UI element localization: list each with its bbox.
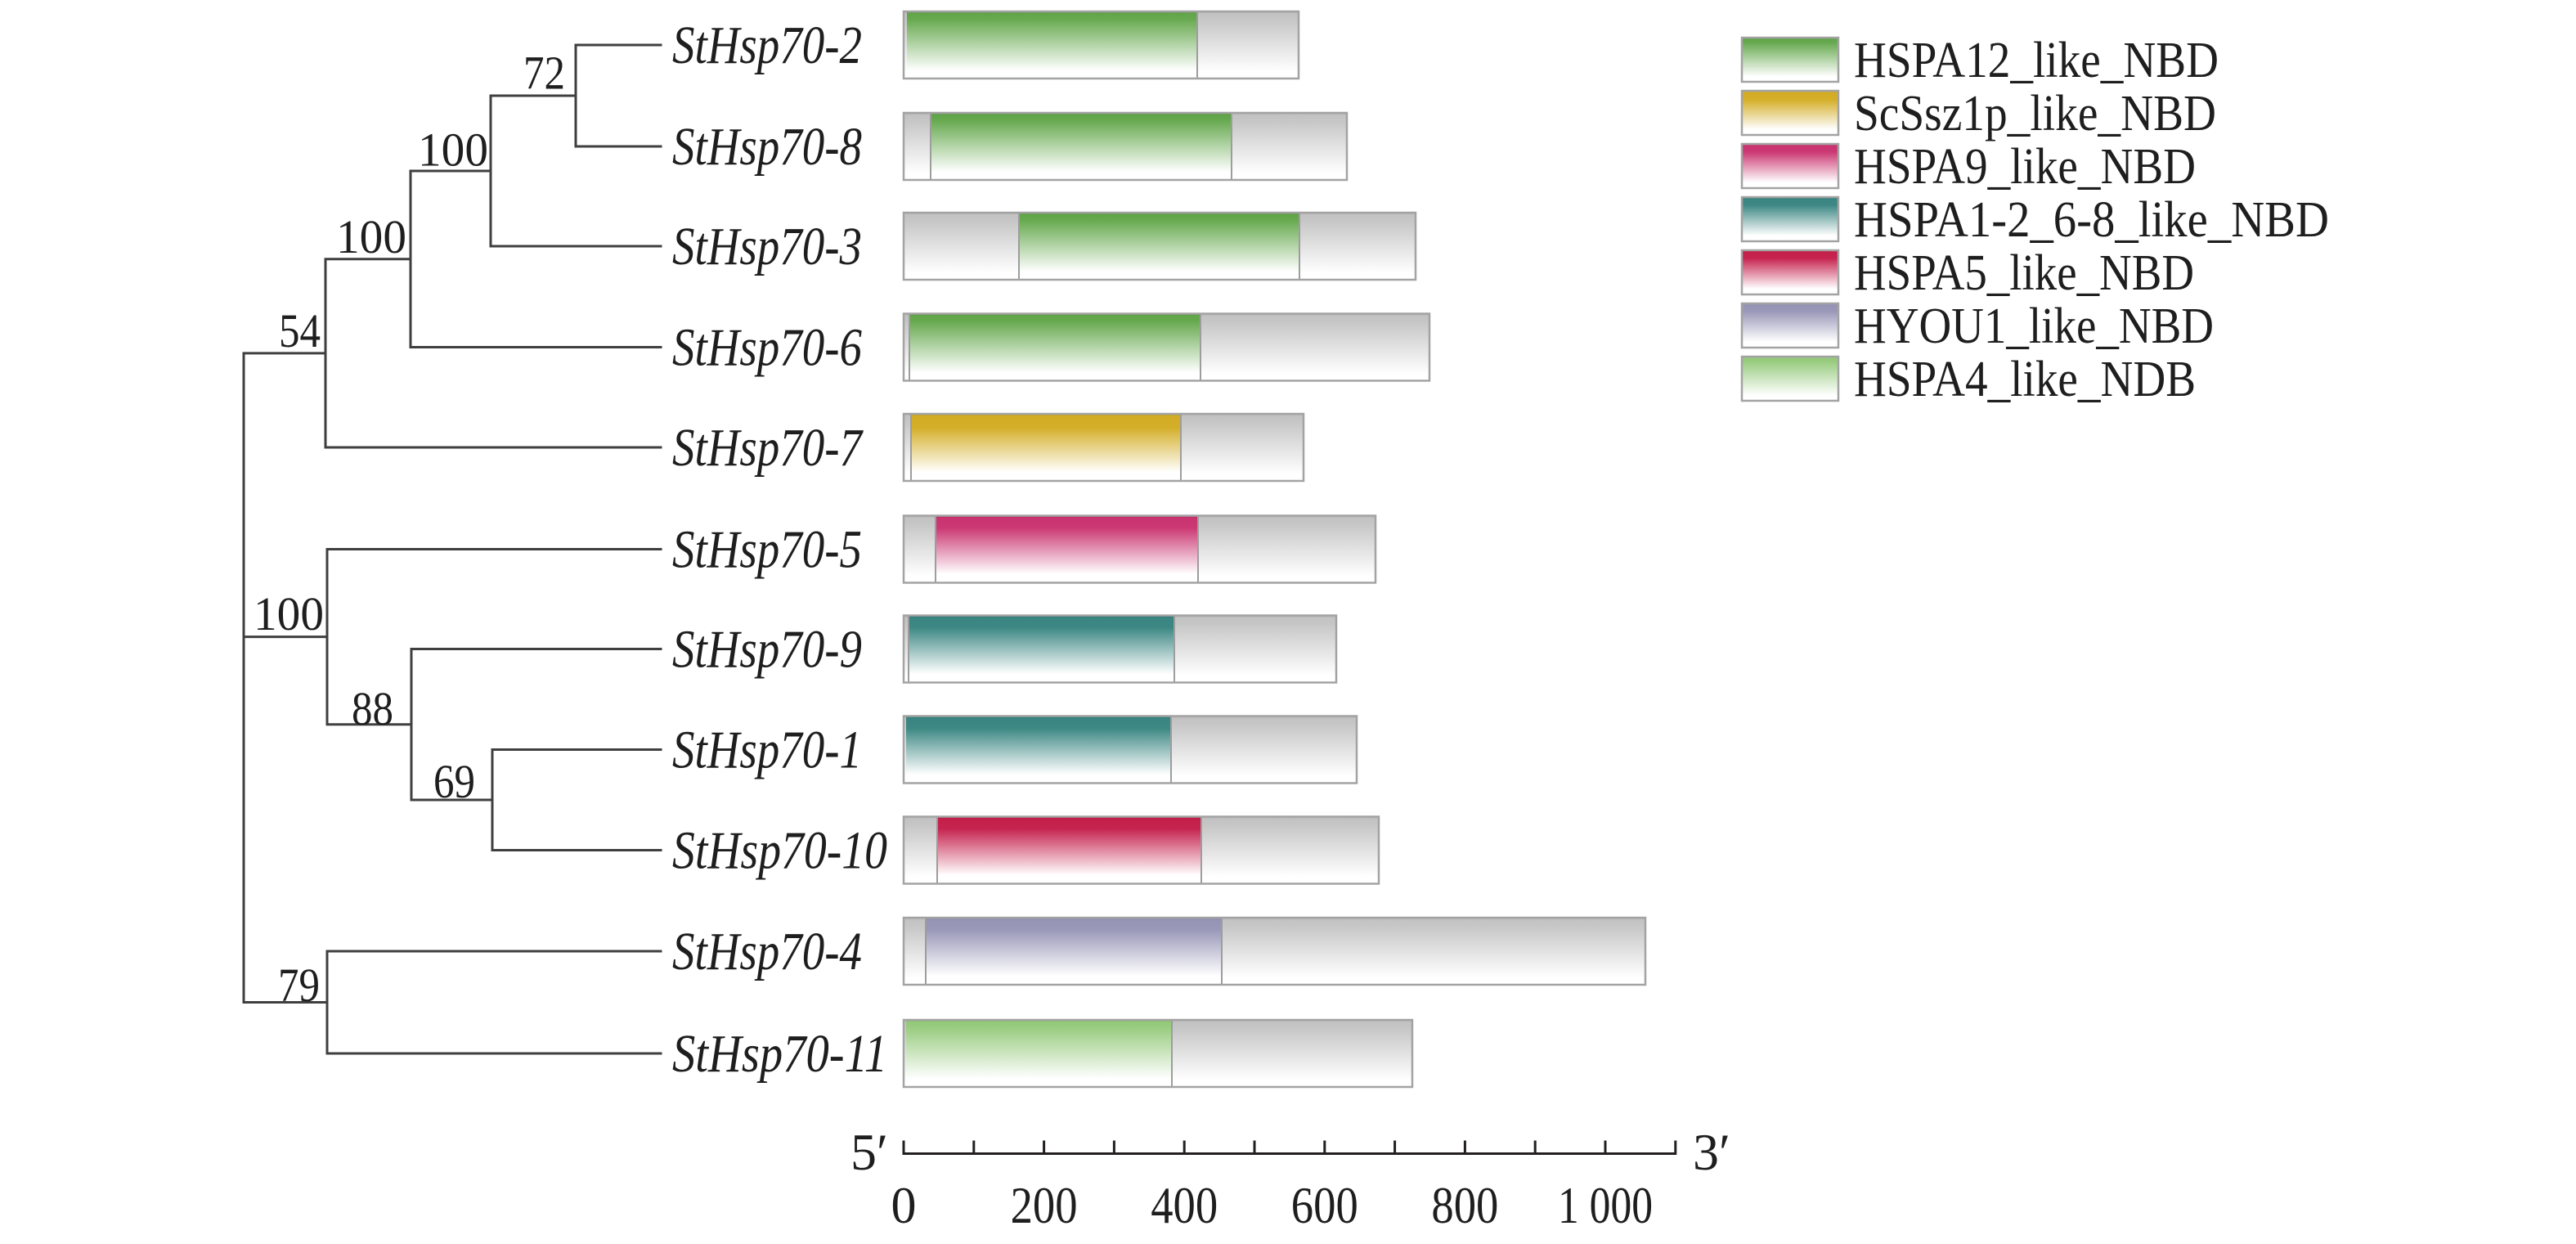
svg-text:ScSsz1p_like_NBD: ScSsz1p_like_NBD (1854, 86, 2216, 141)
svg-text:StHsp70-1: StHsp70-1 (672, 721, 862, 780)
svg-text:400: 400 (1151, 1177, 1218, 1234)
svg-text:StHsp70-7: StHsp70-7 (672, 418, 864, 478)
svg-text:StHsp70-11: StHsp70-11 (672, 1024, 887, 1084)
svg-text:StHsp70-8: StHsp70-8 (672, 117, 862, 177)
svg-text:StHsp70-4: StHsp70-4 (672, 922, 862, 981)
svg-text:0: 0 (891, 1177, 917, 1234)
svg-text:1 000: 1 000 (1558, 1177, 1653, 1234)
svg-text:5′: 5′ (850, 1123, 888, 1181)
svg-text:100: 100 (336, 210, 406, 263)
svg-text:StHsp70-5: StHsp70-5 (672, 520, 862, 580)
svg-text:54: 54 (279, 304, 321, 357)
svg-text:88: 88 (352, 682, 393, 735)
svg-text:HSPA12_like_NBD: HSPA12_like_NBD (1854, 33, 2219, 88)
svg-text:StHsp70-10: StHsp70-10 (672, 821, 887, 881)
svg-text:StHsp70-6: StHsp70-6 (672, 318, 862, 378)
svg-text:3′: 3′ (1693, 1123, 1730, 1181)
svg-text:100: 100 (418, 124, 488, 177)
svg-text:HSPA9_like_NBD: HSPA9_like_NBD (1854, 139, 2196, 195)
svg-text:69: 69 (433, 755, 475, 808)
svg-text:HYOU1_like_NBD: HYOU1_like_NBD (1854, 299, 2214, 354)
svg-text:HSPA5_like_NBD: HSPA5_like_NBD (1854, 245, 2194, 301)
svg-text:HSPA1-2_6-8_like_NBD: HSPA1-2_6-8_like_NBD (1854, 192, 2329, 248)
svg-text:100: 100 (254, 587, 324, 640)
svg-text:StHsp70-3: StHsp70-3 (672, 217, 862, 276)
svg-text:800: 800 (1431, 1177, 1498, 1234)
svg-text:79: 79 (278, 959, 320, 1012)
svg-text:72: 72 (523, 47, 565, 100)
svg-text:600: 600 (1291, 1177, 1358, 1234)
svg-text:HSPA4_like_NDB: HSPA4_like_NDB (1854, 352, 2196, 407)
svg-text:StHsp70-9: StHsp70-9 (672, 620, 862, 680)
svg-text:StHsp70-2: StHsp70-2 (672, 16, 862, 75)
svg-text:200: 200 (1011, 1177, 1078, 1234)
